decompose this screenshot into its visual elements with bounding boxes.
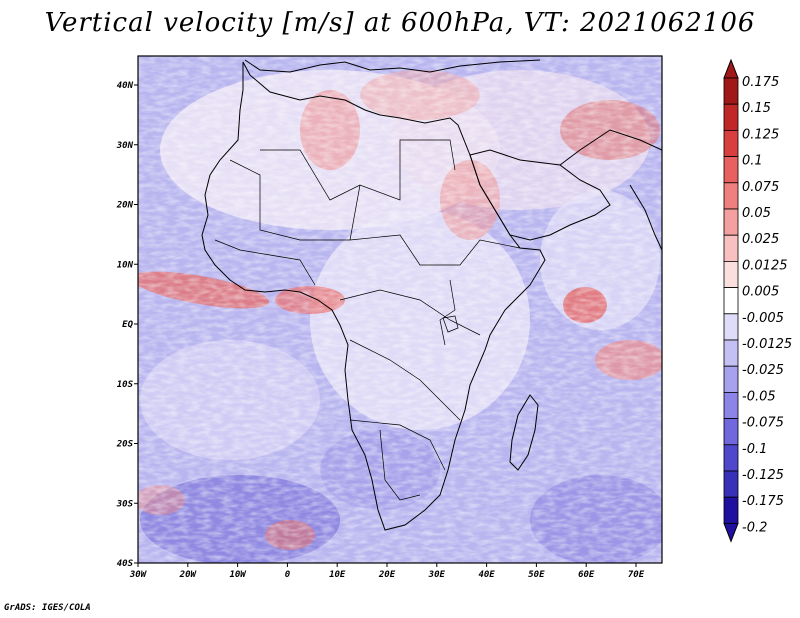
border-line — [349, 339, 461, 421]
colorbar-label: 0.05 — [742, 206, 771, 221]
lat-tick-label: 20S — [116, 440, 134, 450]
lat-tick-label: 10S — [117, 380, 134, 390]
colorbar-swatch — [723, 77, 739, 105]
lat-tick-label: 20N — [116, 201, 134, 211]
india-coast — [629, 184, 662, 251]
colorbar-label: -0.025 — [742, 363, 784, 378]
colorbar-swatch — [723, 156, 739, 184]
madagascar-outline — [509, 394, 539, 471]
border-line — [439, 279, 456, 346]
border-line — [379, 429, 421, 501]
colorbar-label: -0.075 — [742, 416, 784, 431]
colorbar-label: 0.1 — [742, 154, 763, 169]
colorbar-swatch — [723, 496, 739, 524]
colorbar-label: -0.05 — [742, 389, 776, 404]
colorbar-label: 0.0125 — [742, 258, 788, 273]
colorbar-label: -0.005 — [742, 311, 784, 326]
colorbar-swatch — [723, 129, 739, 157]
axis-ticks: 30W 20W 10W 0 10E 20E 30E 40E 50E 60E 70E 40N 30N 20N… — [116, 81, 645, 580]
colorbar-swatch — [723, 208, 739, 236]
border-line — [349, 419, 446, 471]
colorbar-label: 0.175 — [742, 75, 779, 90]
border-line — [260, 139, 456, 201]
border-line — [229, 159, 361, 241]
colorbar-top-arrow — [723, 58, 739, 79]
colorbar-label: -0.2 — [742, 520, 767, 535]
velocity-field — [138, 56, 662, 563]
lon-tick-label: 40E — [478, 570, 495, 580]
colorbar-swatch — [723, 234, 739, 262]
colorbar-swatch — [723, 470, 739, 498]
colorbar-swatch — [723, 365, 739, 393]
lon-tick-label: 50E — [528, 570, 545, 580]
colorbar-label: -0.0125 — [742, 337, 792, 352]
border-line — [349, 234, 521, 266]
colorbar-swatch — [723, 103, 739, 131]
arabia-outline — [469, 149, 611, 241]
lon-tick-label: 0 — [285, 570, 291, 580]
colorbar-label: -0.1 — [742, 442, 767, 457]
colorbar-bottom-arrow — [723, 522, 739, 543]
lon-tick-label: 20E — [378, 570, 396, 580]
asia-coast — [559, 129, 662, 166]
colorbar-swatch — [723, 391, 739, 419]
lon-tick-label: 30E — [428, 570, 446, 580]
colorbar-swatch — [723, 287, 739, 315]
africa-outline — [201, 61, 546, 531]
lat-tick-label: 40S — [117, 559, 134, 569]
lon-tick-label: 30W — [129, 570, 148, 580]
lat-tick-label: EQ — [122, 320, 133, 330]
plot-frame — [137, 55, 663, 564]
colorbar-label: 0.15 — [742, 101, 771, 116]
lon-tick-label: 20W — [179, 570, 198, 580]
field-texture — [138, 56, 662, 563]
europe-coast — [244, 59, 541, 73]
lat-tick-label: 30S — [116, 499, 134, 509]
colorbar-label: 0.075 — [742, 180, 779, 195]
colorbar-label: -0.125 — [742, 468, 784, 483]
lon-tick-label: 10E — [329, 570, 346, 580]
borders — [214, 139, 521, 501]
colorbar-swatch — [723, 339, 739, 367]
colorbar-swatch — [723, 418, 739, 446]
coastlines — [201, 59, 662, 531]
colorbar: 0.175 0.15 0.125 0.1 0.075 0.05 0.025 0.0125 0.0… — [723, 58, 792, 543]
lon-tick-label: 60E — [578, 570, 595, 580]
colorbar-label: 0.125 — [742, 127, 779, 142]
lon-tick-label: 70E — [628, 570, 645, 580]
colorbar-label: -0.175 — [742, 494, 784, 509]
lat-tick-label: 10N — [117, 260, 134, 270]
chart-title: Vertical velocity [m/s] at 600hPa, VT: 2… — [44, 8, 756, 38]
lon-tick-label: 10W — [229, 570, 247, 580]
grads-credit: GrADS: IGES/COLA — [4, 603, 91, 613]
colorbar-swatch — [723, 260, 739, 288]
colorbar-swatch — [723, 313, 739, 341]
lat-tick-label: 40N — [117, 81, 134, 91]
colorbar-swatch — [723, 444, 739, 472]
colorbar-label: 0.025 — [742, 232, 779, 247]
lat-tick-label: 30N — [116, 141, 134, 151]
lake-victoria — [442, 315, 459, 333]
border-line — [339, 289, 481, 336]
border-line — [214, 239, 316, 286]
colorbar-swatch — [723, 182, 739, 210]
colorbar-label: 0.005 — [742, 285, 779, 300]
